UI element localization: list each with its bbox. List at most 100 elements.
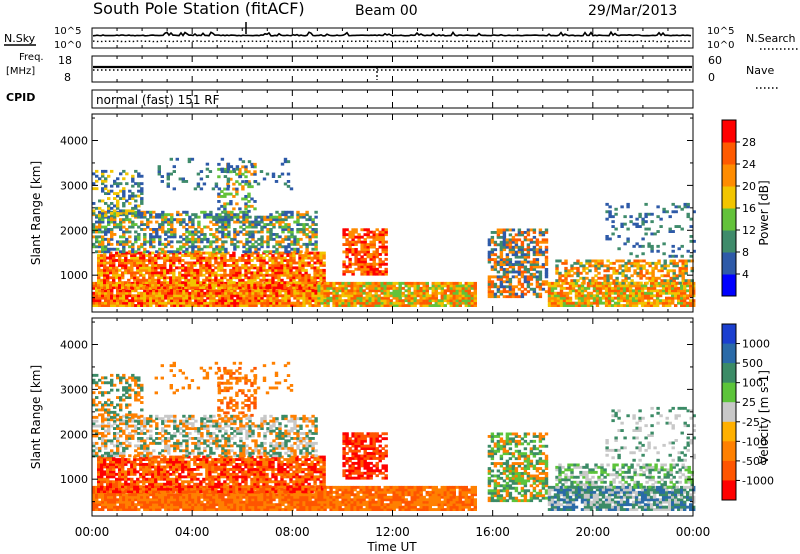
echo-cell	[161, 294, 165, 298]
echo-cell	[203, 304, 207, 307]
echo-cell	[262, 286, 266, 290]
echo-cell	[115, 268, 119, 272]
echo-cell	[663, 274, 667, 278]
echo-cell	[304, 278, 308, 282]
echo-cell	[544, 228, 549, 232]
echo-cell	[627, 259, 631, 263]
echo-cell	[617, 235, 621, 238]
echo-cell	[302, 296, 306, 300]
echo-cell	[233, 235, 237, 239]
echo-cell	[253, 165, 257, 169]
echo-cell	[226, 162, 231, 166]
echo-cell	[128, 299, 132, 303]
echo-cell	[287, 225, 291, 229]
echo-cell	[598, 284, 603, 288]
echo-cell	[304, 261, 308, 265]
echo-cell	[559, 301, 564, 305]
echo-cell	[284, 289, 288, 293]
echo-cell	[613, 304, 618, 307]
echo-cell	[574, 301, 579, 305]
echo-cell	[419, 286, 423, 290]
echo-cell	[122, 169, 126, 173]
echo-cell	[452, 286, 456, 290]
echo-cell	[316, 259, 320, 262]
echo-cell	[689, 301, 693, 305]
echo-cell	[182, 508, 186, 511]
echo-cell	[158, 296, 162, 300]
echo-cell	[122, 304, 126, 307]
echo-cell	[416, 291, 420, 295]
echo-cell	[366, 255, 370, 259]
echo-cell	[274, 268, 278, 272]
echo-cell	[187, 278, 191, 282]
echo-cell	[215, 215, 219, 219]
echo-cell	[514, 260, 519, 264]
echo-cell	[137, 299, 141, 303]
echo-cell	[253, 207, 257, 211]
echo-cell	[556, 301, 561, 305]
echo-cell	[233, 245, 237, 249]
echo-cell	[319, 264, 323, 267]
echo-cell	[92, 296, 96, 300]
echo-cell	[425, 286, 429, 290]
echo-cell	[257, 220, 261, 224]
echo-cell	[140, 215, 144, 219]
echo-cell	[514, 292, 519, 296]
echo-cell	[134, 194, 138, 198]
echo-cell	[224, 299, 228, 303]
echo-cell	[561, 274, 565, 278]
echo-cell	[499, 263, 504, 266]
echo-cell	[221, 245, 225, 249]
echo-cell	[245, 220, 249, 224]
echo-cell	[230, 294, 234, 298]
noise-panel: N.Sky 10^5 10^0 10^5 10^0 N.Search	[4, 22, 800, 51]
echo-cell	[274, 180, 279, 183]
echo-cell	[322, 268, 326, 272]
echo-cell	[577, 299, 582, 303]
echo-cell	[215, 218, 219, 222]
echo-cell	[247, 182, 252, 186]
echo-cell	[351, 228, 355, 232]
echo-cell	[124, 256, 128, 260]
echo-cell	[419, 294, 423, 298]
echo-cell	[92, 299, 96, 303]
echo-cell	[307, 264, 311, 267]
echo-cell	[579, 261, 583, 265]
echo-cell	[122, 495, 126, 499]
echo-cell	[206, 215, 210, 219]
echo-cell	[146, 301, 150, 305]
echo-cell	[668, 215, 672, 219]
echo-cell	[266, 301, 270, 305]
echo-cell	[289, 254, 293, 257]
echo-cell	[203, 291, 207, 295]
echo-cell	[271, 264, 275, 267]
echo-cell	[164, 250, 168, 254]
echo-cell	[547, 286, 552, 290]
echo-cell	[194, 304, 198, 307]
echo-cell	[335, 304, 339, 307]
echo-cell	[191, 289, 195, 293]
echo-cell	[194, 505, 198, 509]
echo-cell	[92, 493, 96, 497]
echo-cell	[217, 200, 221, 203]
echo-cell	[236, 230, 240, 234]
echo-cell	[645, 281, 649, 285]
echo-cell	[209, 228, 213, 231]
echo-cell	[363, 243, 367, 246]
echo-cell	[215, 294, 219, 298]
echo-cell	[538, 272, 543, 276]
echo-cell	[188, 301, 192, 305]
echo-cell	[378, 257, 382, 261]
echo-cell	[502, 263, 507, 266]
echo-cell	[523, 292, 528, 296]
echo-cell	[100, 254, 104, 257]
echo-cell	[139, 268, 143, 272]
echo-cell	[226, 170, 230, 174]
echo-cell	[643, 291, 648, 295]
echo-cell	[517, 265, 522, 269]
echo-cell	[686, 249, 690, 253]
echo-cell	[323, 294, 327, 298]
echo-cell	[585, 266, 589, 270]
echo-cell	[493, 243, 498, 247]
echo-cell	[101, 301, 105, 305]
